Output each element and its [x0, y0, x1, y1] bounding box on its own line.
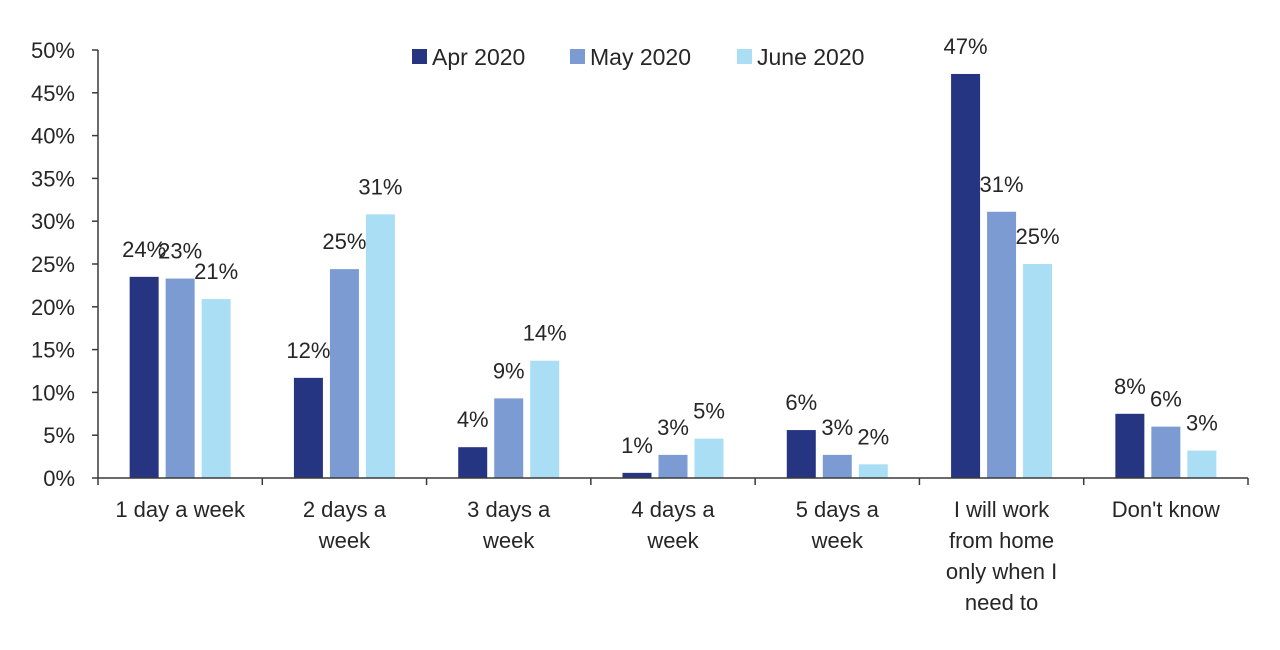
- data-label: 31%: [358, 174, 402, 199]
- data-label: 3%: [1186, 411, 1218, 436]
- category-label: 2 days a: [303, 497, 387, 522]
- bar: [494, 398, 524, 478]
- y-tick-label: 45%: [31, 81, 75, 106]
- bar: [329, 269, 359, 478]
- legend: Apr 2020 May 2020 June 2020: [412, 44, 864, 70]
- bar: [165, 278, 195, 478]
- bar: [622, 472, 652, 478]
- legend-swatch: [737, 49, 752, 64]
- category-label: week: [811, 528, 864, 553]
- data-label: 21%: [194, 259, 238, 284]
- category-label: 1 day a week: [115, 497, 246, 522]
- y-tick-label: 5%: [43, 423, 75, 448]
- legend-swatch: [570, 49, 585, 64]
- bar: [1023, 264, 1053, 478]
- data-label: 3%: [821, 415, 853, 440]
- bar: [293, 377, 323, 478]
- category-label: from home: [949, 528, 1054, 553]
- category-label: week: [482, 528, 535, 553]
- y-tick-label: 40%: [31, 124, 75, 149]
- data-label: 24%: [122, 237, 166, 262]
- y-axis-ticks: 0% 5% 10% 15% 20% 25% 30% 35% 40% 45% 50%: [31, 38, 98, 491]
- category-label: only when I: [946, 559, 1057, 584]
- data-label: 4%: [457, 407, 489, 432]
- y-tick-label: 10%: [31, 380, 75, 405]
- y-tick-label: 30%: [31, 209, 75, 234]
- y-tick-label: 35%: [31, 166, 75, 191]
- category-label: week: [646, 528, 699, 553]
- bar: [129, 276, 159, 478]
- bar: [786, 430, 816, 478]
- category-label: 4 days a: [631, 497, 715, 522]
- data-label: 23%: [158, 239, 202, 264]
- bar: [658, 454, 688, 478]
- data-label: 25%: [322, 229, 366, 254]
- bar: [458, 447, 488, 478]
- category-label: 3 days a: [467, 497, 551, 522]
- data-label: 9%: [493, 358, 525, 383]
- data-labels: 24%23%21%12%25%31%4%9%14%1%3%5% 6%3% 2%47%…: [122, 34, 1218, 458]
- data-label: 31%: [980, 172, 1024, 197]
- bar: [822, 454, 852, 478]
- axes: [97, 50, 1248, 479]
- data-label: 1%: [621, 433, 653, 458]
- category-label: Don't know: [1112, 497, 1220, 522]
- data-label: 3%: [657, 415, 689, 440]
- data-label: 2%: [857, 424, 889, 449]
- bar: [1187, 450, 1217, 478]
- data-label: 14%: [523, 321, 567, 346]
- category-label: I will work: [954, 497, 1050, 522]
- legend-label: Apr 2020: [432, 44, 525, 70]
- data-label: 12%: [286, 338, 330, 363]
- category-label: 5 days a: [796, 497, 880, 522]
- bar: [530, 360, 560, 478]
- legend-swatch: [412, 49, 427, 64]
- bar: [365, 214, 395, 479]
- bar: [694, 438, 724, 478]
- category-labels: 1 day a week 2 days a week 3 days a week 4 da…: [115, 497, 1220, 615]
- data-label: 25%: [1016, 224, 1060, 249]
- bars: [129, 73, 1217, 479]
- x-axis-ticks: [97, 478, 1249, 485]
- legend-label: May 2020: [590, 44, 691, 70]
- data-label: 8%: [1114, 374, 1146, 399]
- data-label: 5%: [693, 399, 725, 424]
- bar: [951, 73, 981, 478]
- data-label: 47%: [944, 34, 988, 59]
- bar: [987, 211, 1017, 478]
- bar: [1115, 413, 1145, 478]
- category-label: need to: [965, 590, 1038, 615]
- data-label: 6%: [1150, 387, 1182, 412]
- y-tick-label: 15%: [31, 338, 75, 363]
- bar: [858, 464, 888, 478]
- y-tick-label: 0%: [43, 466, 75, 491]
- data-label: 6%: [785, 390, 817, 415]
- bar: [1151, 426, 1181, 478]
- y-tick-label: 25%: [31, 252, 75, 277]
- y-tick-label: 50%: [31, 38, 75, 63]
- category-label: week: [318, 528, 371, 553]
- legend-label: June 2020: [757, 44, 864, 70]
- y-tick-label: 20%: [31, 295, 75, 320]
- bar: [201, 299, 231, 478]
